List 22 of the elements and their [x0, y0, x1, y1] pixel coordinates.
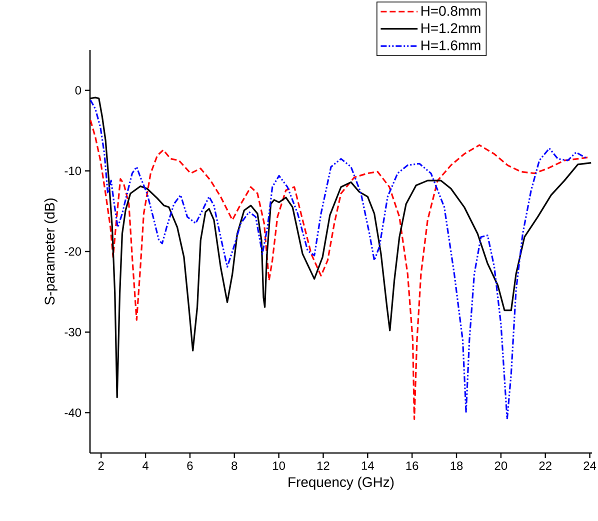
- legend-label: H=0.8mm: [421, 6, 480, 16]
- y-tick-label: -10: [64, 166, 82, 176]
- x-tick-label: 4: [142, 462, 149, 470]
- x-tick-label: 10: [273, 462, 285, 470]
- x-tick-label: 6: [187, 462, 193, 470]
- x-axis-title: Frequency (GHz): [288, 476, 394, 490]
- legend-label: H=1.2mm: [421, 23, 480, 33]
- x-tick-label: 24: [584, 462, 596, 470]
- y-axis-title: S-parameter (dB): [44, 198, 58, 305]
- x-tick-label: 12: [317, 462, 330, 470]
- legend-label: H=1.6mm: [421, 40, 480, 50]
- x-tick-label: 14: [362, 462, 374, 470]
- y-tick-label: 0: [75, 86, 82, 95]
- y-tick-label: -20: [64, 247, 82, 256]
- x-tick-label: 22: [539, 462, 552, 470]
- x-tick-label: 8: [232, 462, 238, 470]
- x-tick-label: 18: [450, 462, 463, 470]
- x-tick-label: 16: [406, 462, 418, 470]
- y-tick-label: -30: [64, 328, 82, 336]
- y-tick-label: -40: [64, 408, 82, 417]
- x-tick-label: 2: [98, 462, 104, 470]
- x-tick-label: 20: [494, 462, 508, 470]
